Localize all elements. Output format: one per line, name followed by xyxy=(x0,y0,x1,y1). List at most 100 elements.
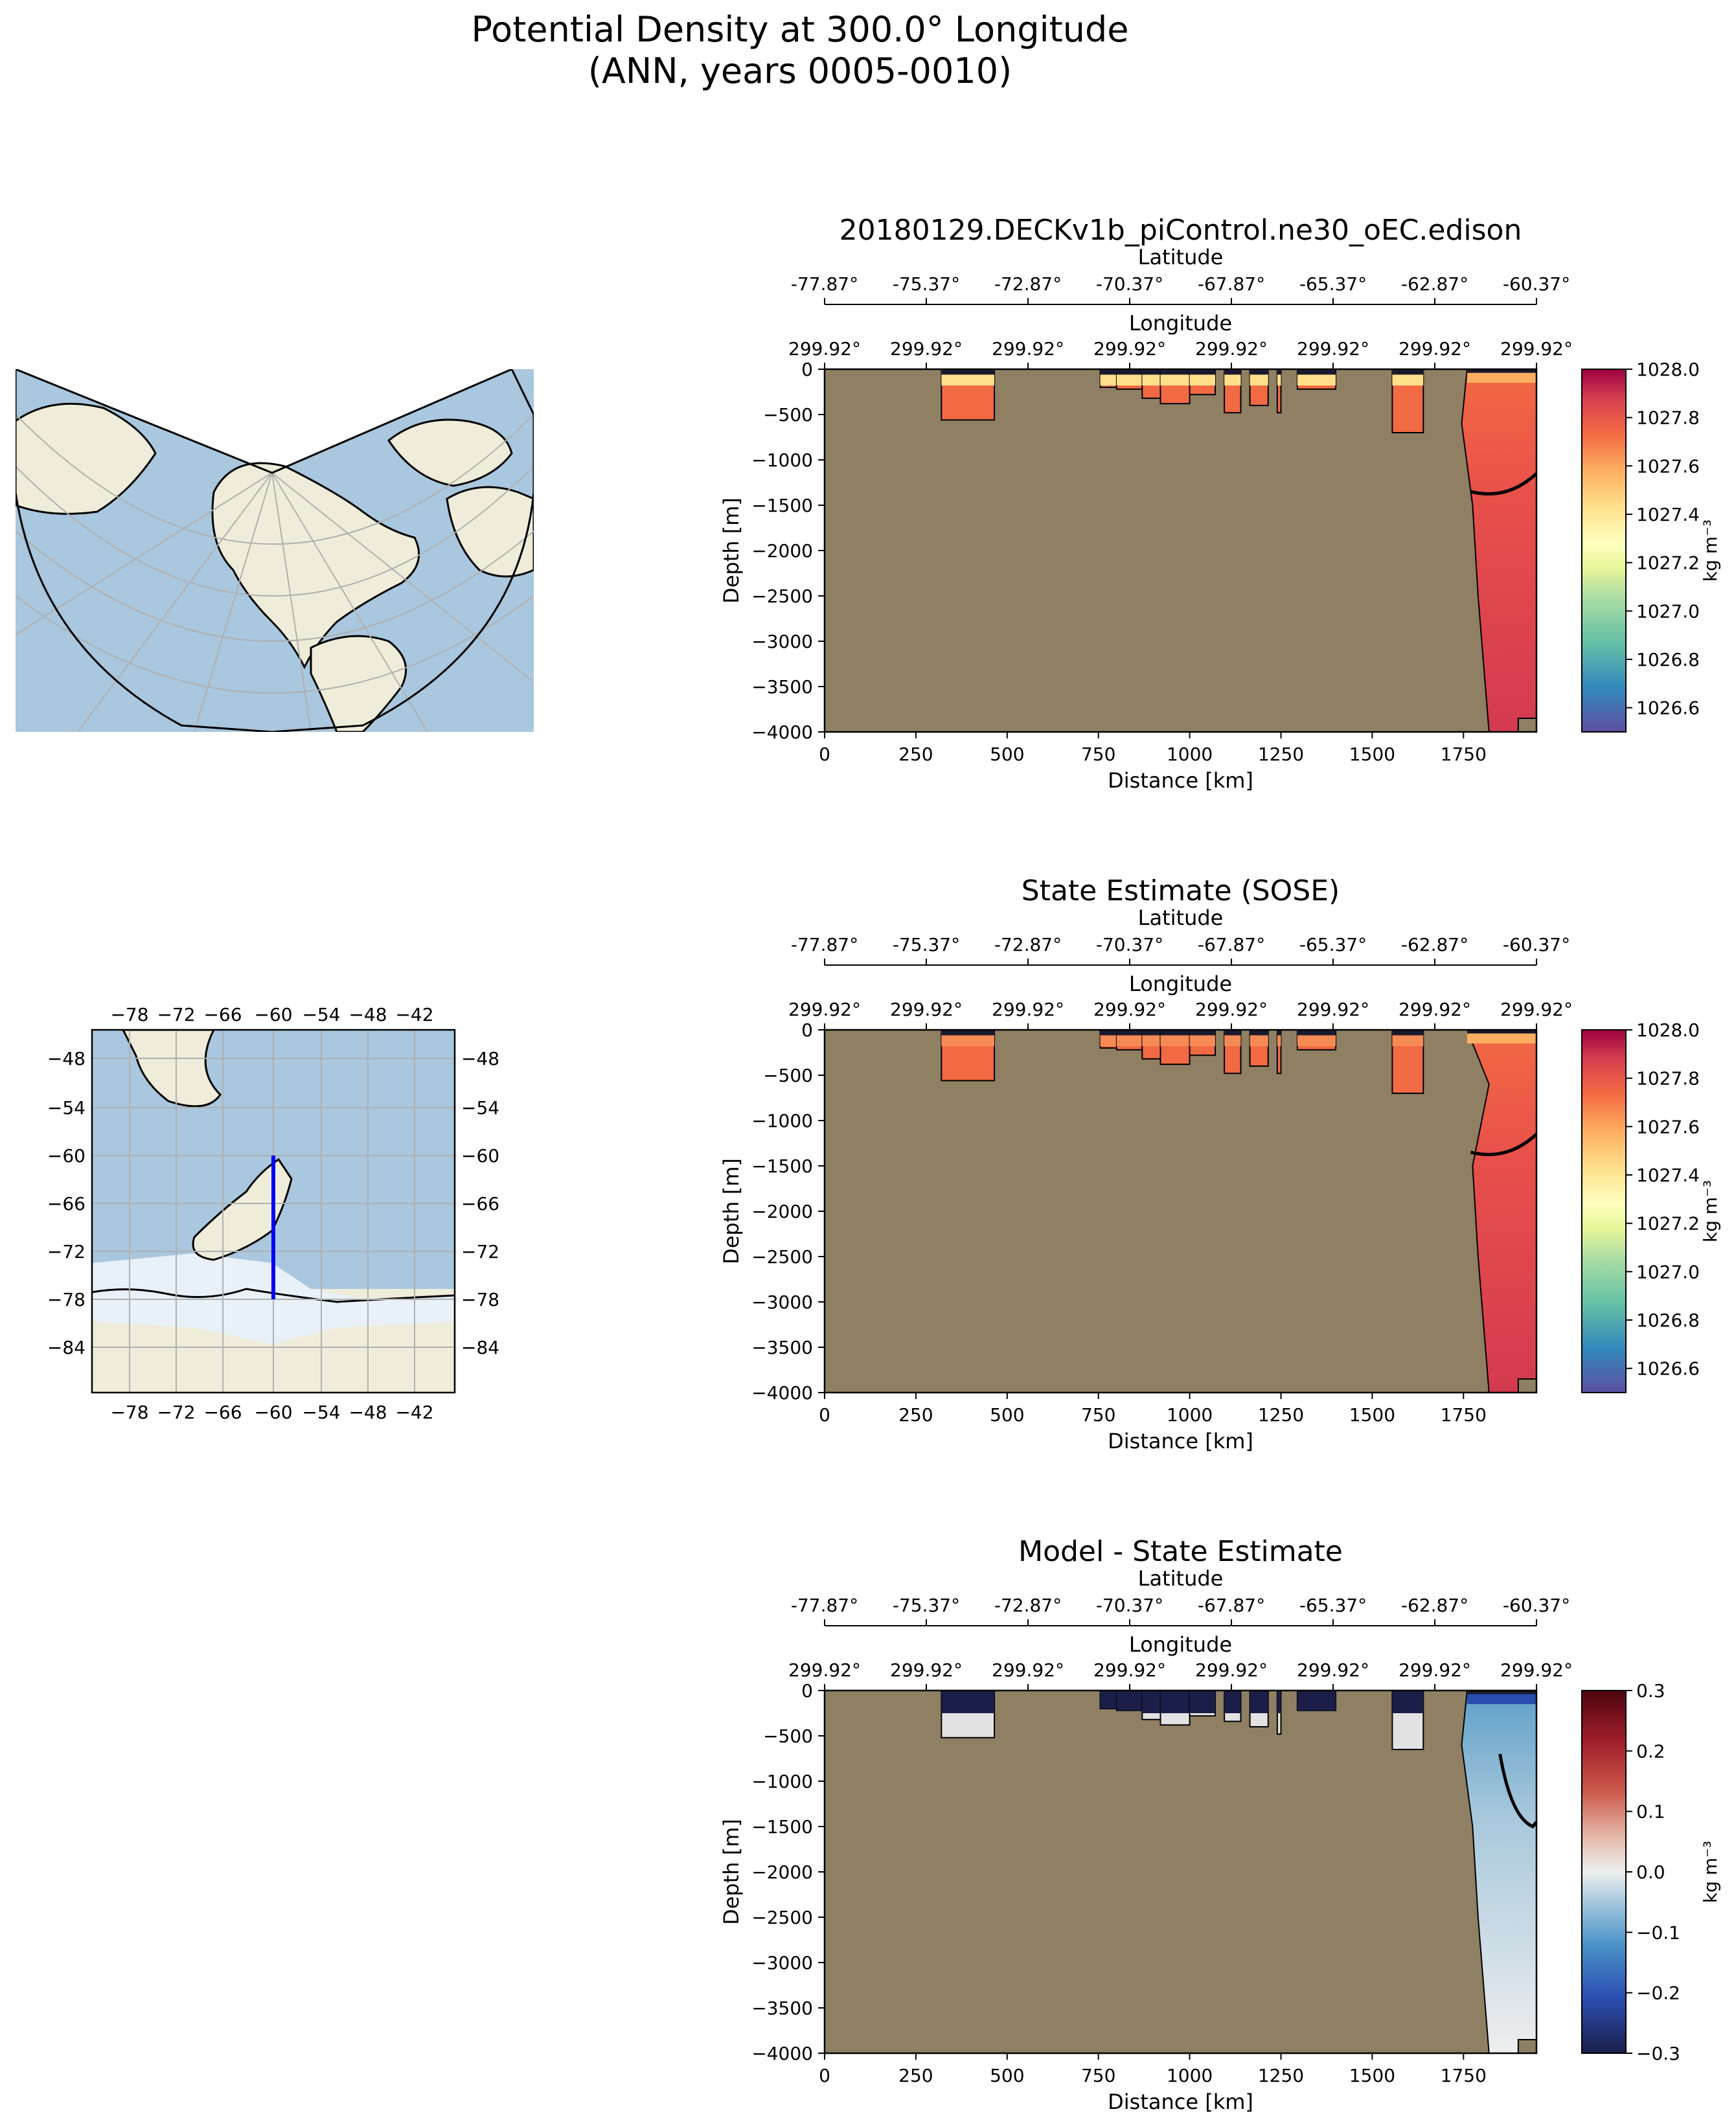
colorbar-tick-label: 1027.2 xyxy=(1636,552,1700,574)
difference-surface-layer xyxy=(1250,1691,1268,1713)
globe-map xyxy=(16,369,534,732)
longitude-tick-label: 299.92° xyxy=(1297,1659,1369,1681)
ytick-label: −500 xyxy=(763,1065,813,1086)
xtick-label: 0 xyxy=(819,1404,830,1426)
ytick-label: −2000 xyxy=(751,1201,813,1222)
ytick-label: −500 xyxy=(763,404,813,426)
deep-surface-black xyxy=(1467,1691,1536,1694)
longitude-tick-label: 299.92° xyxy=(1500,999,1573,1020)
x-axis-label: Distance [km] xyxy=(1108,768,1253,793)
surface-black-layer xyxy=(1116,369,1143,375)
xtick-label: 750 xyxy=(1081,1404,1115,1426)
seafloor-land xyxy=(825,369,1536,732)
colorbar-tick-label: 0.2 xyxy=(1636,1740,1665,1762)
surface-black-layer xyxy=(1189,369,1216,375)
longitude-axis-label: Longitude xyxy=(1129,311,1232,336)
difference-surface-layer xyxy=(1160,1691,1190,1713)
colorbar-tick-label: 1026.8 xyxy=(1636,1310,1700,1331)
colorbar xyxy=(1581,1029,1627,1393)
longitude-tick-label: 299.92° xyxy=(1399,338,1471,359)
surface-layer xyxy=(1277,369,1281,386)
figure-subtitle: (ANN, years 0005-0010) xyxy=(588,51,1012,91)
difference-surface-layer xyxy=(1189,1691,1216,1713)
colorbar-tick-label: 1028.0 xyxy=(1636,1019,1700,1041)
surface-black-layer xyxy=(1250,1030,1268,1036)
seafloor-land xyxy=(825,1030,1536,1393)
ytick-label: 0 xyxy=(801,359,813,380)
x-axis-label: Distance [km] xyxy=(1108,1429,1253,1453)
figure-title: Potential Density at 300.0° Longitude xyxy=(472,9,1129,50)
y-axis-label: Depth [m] xyxy=(719,1819,744,1925)
longitude-tick-label: 299.92° xyxy=(992,1659,1064,1681)
colorbar-tick-label: 1027.6 xyxy=(1636,1116,1700,1137)
longitude-tick-label: 299.92° xyxy=(890,999,963,1020)
inset-ytick-right: −84 xyxy=(461,1337,499,1358)
surface-black-layer xyxy=(1100,1030,1117,1036)
globe-northamerica xyxy=(211,462,420,670)
colorbar xyxy=(1581,1690,1627,2054)
longitude-tick-label: 299.92° xyxy=(1500,1659,1573,1681)
inset-ytick-right: −78 xyxy=(461,1289,499,1310)
contour-line xyxy=(1470,1133,1538,1156)
latitude-tick-label: -70.37° xyxy=(1096,934,1163,955)
seafloor-land xyxy=(825,1691,1536,2053)
ytick-label: −4000 xyxy=(751,722,813,743)
longitude-tick-label: 299.92° xyxy=(1093,999,1166,1020)
inset-ytick-left: −60 xyxy=(47,1145,86,1167)
xtick-label: 1750 xyxy=(1441,1404,1487,1426)
latitude-tick-label: -60.37° xyxy=(1503,1595,1570,1616)
colorbar-tick-label: 1028.0 xyxy=(1636,359,1700,380)
x-axis-label: Distance [km] xyxy=(1108,2090,1253,2114)
inset-ytick-right: −60 xyxy=(461,1145,499,1167)
longitude-axis-label: Longitude xyxy=(1129,972,1232,996)
colorbar-tick-label: 0.1 xyxy=(1636,1801,1665,1823)
xtick-label: 500 xyxy=(990,2065,1024,2086)
xtick-label: 1000 xyxy=(1167,2065,1213,2086)
xtick-label: 250 xyxy=(898,1404,933,1426)
globe-asia xyxy=(16,402,157,515)
ytick-label: 0 xyxy=(801,1019,813,1041)
globe-outline xyxy=(16,369,534,732)
xtick-label: 1750 xyxy=(1441,744,1487,765)
surface-black-layer xyxy=(1392,1030,1424,1036)
longitude-tick-label: 299.92° xyxy=(1399,1659,1471,1681)
colorbar-tick-label: 1026.6 xyxy=(1636,698,1700,719)
longitude-tick-label: 299.92° xyxy=(1297,338,1369,359)
inset-xtick-top: −42 xyxy=(395,1004,433,1025)
latitude-tick-label: -62.87° xyxy=(1401,1595,1468,1616)
inset-ytick-right: −72 xyxy=(461,1241,499,1262)
ytick-label: −3500 xyxy=(751,676,813,698)
longitude-tick-label: 299.92° xyxy=(1195,338,1268,359)
longitude-tick-label: 299.92° xyxy=(992,338,1064,359)
latitude-tick-label: -67.87° xyxy=(1198,934,1265,955)
inset-graticule xyxy=(92,1030,455,1393)
inset-ytick-right: −66 xyxy=(461,1193,499,1214)
ytick-label: −1000 xyxy=(751,450,813,471)
surface-black-layer xyxy=(1297,369,1336,375)
xtick-label: 500 xyxy=(990,744,1024,765)
ytick-label: −4000 xyxy=(751,2043,813,2064)
xtick-label: 0 xyxy=(819,744,830,765)
latitude-tick-label: -67.87° xyxy=(1198,273,1265,295)
deep-surface-black xyxy=(1467,369,1536,373)
panel-title: Model - State Estimate xyxy=(1018,1535,1343,1568)
xtick-label: 0 xyxy=(819,2065,830,2086)
surface-black-layer xyxy=(1100,369,1117,375)
panel-title: 20180129.DECKv1b_piControl.ne30_oEC.edis… xyxy=(839,214,1522,247)
surface-black-layer xyxy=(1189,1030,1216,1036)
deep-surface-black xyxy=(1467,1030,1536,1034)
inset-ytick-left: −78 xyxy=(47,1289,86,1310)
surface-black-layer xyxy=(1224,1030,1241,1036)
colorbar-tick-label: 1027.0 xyxy=(1636,600,1700,622)
latitude-tick-label: -72.87° xyxy=(994,273,1062,295)
ytick-label: −1000 xyxy=(751,1771,813,1792)
longitude-tick-label: 299.92° xyxy=(788,1659,861,1681)
inset-xtick-bottom: −48 xyxy=(348,1402,387,1423)
ytick-label: −2000 xyxy=(751,540,813,562)
surface-black-layer xyxy=(941,369,995,375)
colorbar-tick-label: 1027.8 xyxy=(1636,1068,1700,1089)
xtick-label: 1250 xyxy=(1258,1404,1304,1426)
globe-outside xyxy=(16,369,534,473)
latitude-tick-label: -77.87° xyxy=(791,1595,858,1616)
